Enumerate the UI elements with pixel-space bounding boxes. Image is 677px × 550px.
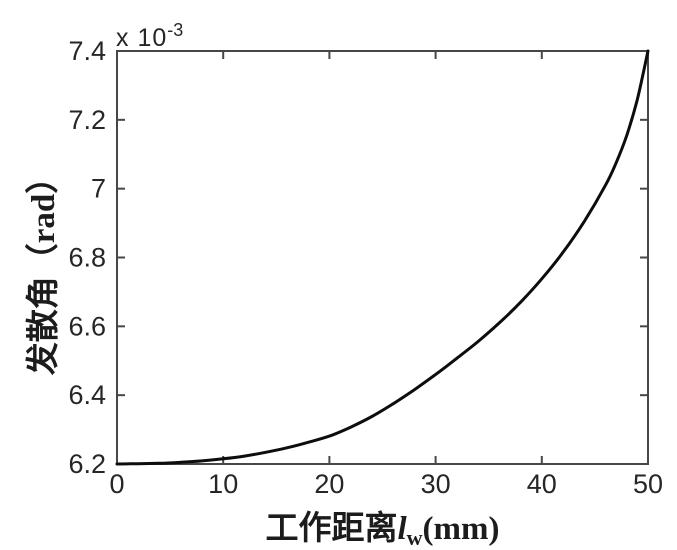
y-tick-label: 6.4 (68, 380, 106, 410)
curve-path (115, 49, 650, 466)
y-tick-label: 7 (91, 174, 106, 204)
y-axis-title-text: 发散角 (24, 276, 61, 376)
x-tick-label: 40 (527, 469, 557, 499)
y-tick-label: 7.2 (68, 105, 106, 135)
exponent-power: -3 (167, 20, 184, 40)
x-tick-label: 20 (314, 469, 344, 499)
exponent-multiplier: x 10 (116, 24, 168, 52)
y-axis-title-unit: （rad） (26, 160, 62, 277)
plot-frame (116, 50, 649, 465)
y-axis-title: 发散角（rad） (16, 161, 64, 376)
x-axis-title-unit: (mm) (422, 511, 500, 547)
y-axis-exponent: x 10-3 (116, 20, 183, 53)
x-tick-label: 0 (109, 469, 124, 499)
x-tick-label: 30 (421, 469, 451, 499)
x-tick-label: 10 (208, 469, 238, 499)
x-axis-title-variable: l (397, 511, 407, 547)
y-tick-label: 7.4 (68, 36, 106, 66)
x-axis-title-subscript: w (406, 525, 423, 550)
y-tick-label: 6.6 (68, 311, 106, 341)
x-axis-title: 工作距离lw(mm) (117, 501, 648, 550)
y-tick-label: 6.2 (68, 449, 106, 479)
x-axis-title-text: 工作距离 (265, 509, 398, 546)
x-tick-label: 50 (633, 469, 663, 499)
y-tick-label: 6.8 (68, 243, 106, 273)
